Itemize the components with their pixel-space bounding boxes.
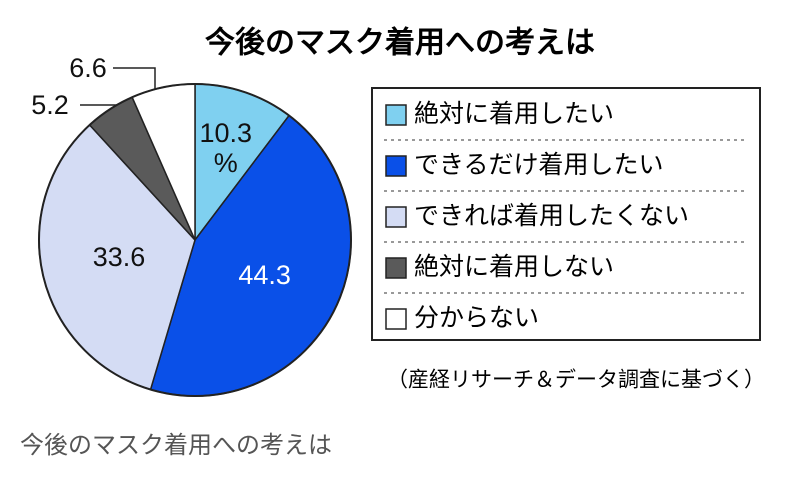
legend-swatch bbox=[385, 206, 407, 228]
value-label: 6.6 bbox=[69, 53, 107, 83]
leader-line bbox=[113, 67, 156, 93]
legend-label: 絶対に着用しない bbox=[414, 252, 614, 281]
chart-title: 今後のマスク着用への考えは bbox=[205, 26, 595, 61]
legend-label: できるだけ着用したい bbox=[414, 150, 664, 179]
value-label: 44.3 bbox=[238, 260, 291, 291]
legend-swatch bbox=[385, 308, 407, 330]
value-label: 5.2 bbox=[31, 90, 69, 120]
source-note: （産経リサーチ＆データ調査に基づく） bbox=[387, 368, 765, 392]
legend-swatch bbox=[385, 155, 407, 177]
caption: 今後のマスク着用への考えは bbox=[20, 431, 332, 459]
legend-box bbox=[371, 87, 761, 341]
legend-label: できれば着用したくない bbox=[414, 201, 689, 230]
legend-label: 分からない bbox=[414, 303, 539, 332]
value-label: 10.3 % bbox=[199, 118, 253, 179]
legend-label: 絶対に着用したい bbox=[414, 99, 614, 128]
pie-outline bbox=[38, 83, 352, 397]
value-label: 33.6 bbox=[92, 242, 146, 273]
legend-swatch bbox=[385, 104, 407, 126]
legend-swatch bbox=[385, 257, 407, 279]
